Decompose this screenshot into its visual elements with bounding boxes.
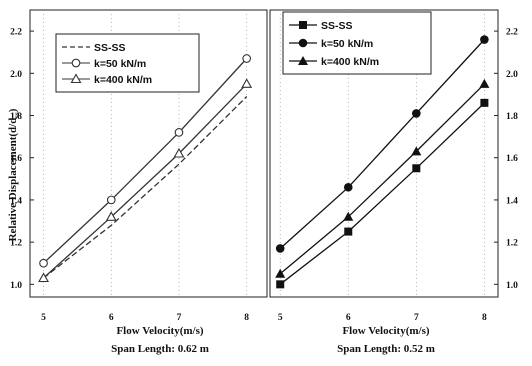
left-y-axis-title: Relative Displacement(d/dss)	[7, 108, 21, 241]
left-panel: 1.0 1.2 1.4 1.6 1.8 2.0 2.2 5 6 7 8 Relative Disp…	[7, 9, 268, 355]
right-panel: 1.0 1.2 1.4 1.6 1.8 2.0 2.2 5 6 7 8 Flow Velocity…	[269, 9, 518, 355]
left-x-axis-title: Flow Velocity(m/s)	[116, 325, 203, 337]
right-legend-marker-k50	[298, 38, 308, 48]
left-legend-label-k400: k=400 kN/m	[94, 74, 152, 86]
right-data-point-s1-p2	[412, 109, 421, 118]
left-data-point-s1-p2	[174, 128, 184, 137]
left-y-tick-label: 1.0	[10, 281, 22, 291]
left-x-tick-label: 5	[41, 313, 46, 323]
right-x-axis-title: Flow Velocity(m/s)	[342, 325, 429, 337]
right-y-ticks: 1.0 1.2 1.4 1.6 1.8 2.0 2.2	[494, 28, 518, 291]
right-data-point-s2-p0	[275, 268, 286, 278]
left-legend-marker-k50	[71, 58, 81, 68]
right-x-tick-label: 8	[482, 313, 487, 323]
left-y-tick-label: 1.2	[10, 239, 22, 249]
left-y-axis-title-main: Relative Displacement(d/d	[7, 118, 19, 242]
right-data-point-s0-p3	[480, 98, 489, 107]
right-legend-marker-k400	[298, 56, 308, 65]
left-x-tick-label: 8	[244, 313, 249, 323]
left-data-point-s2-p0	[38, 272, 49, 283]
left-data-point-s2-p1	[105, 211, 117, 221]
left-y-tick-label: 2.2	[10, 28, 22, 38]
left-legend-label-k50: k=50 kN/m	[94, 58, 146, 70]
right-data-point-s0-p1	[344, 227, 353, 236]
left-data-point-s1-p1	[106, 195, 116, 205]
left-y-tick-label: 1.4	[10, 196, 22, 206]
right-x-ticks: 5 6 7 8	[278, 313, 487, 323]
right-series-markers	[275, 35, 490, 289]
right-y-tick-label: 1.2	[506, 239, 518, 249]
left-y-ticks: 1.0 1.2 1.4 1.6 1.8 2.0 2.2	[10, 28, 34, 291]
right-x-tick-label: 7	[414, 313, 419, 323]
right-series-line-1	[279, 39, 485, 249]
right-y-tick-label: 2.0	[506, 70, 518, 80]
left-legend-label-ss-ss: SS-SS	[94, 42, 126, 54]
left-y-tick-label: 1.6	[10, 154, 22, 164]
left-x-ticks: 5 6 7 8	[41, 313, 249, 323]
right-span-label: Span Length: 0.52 m	[337, 343, 435, 355]
left-data-point-s1-p3	[242, 54, 252, 63]
left-series-line-1	[43, 58, 248, 264]
left-plot-frame	[29, 9, 268, 298]
left-span-label: Span Length: 0.62 m	[111, 343, 209, 355]
right-data-point-s2-p2	[411, 146, 422, 156]
right-legend: SS-SS k=50 kN/m k=400 kN/m	[282, 11, 432, 75]
right-legend-label-ss-ss: SS-SS	[321, 20, 353, 32]
right-legend-label-k50: k=50 kN/m	[321, 38, 373, 50]
left-series-lines	[43, 58, 248, 279]
left-data-point-s1-p0	[39, 258, 48, 268]
right-legend-marker-ss-ss	[299, 21, 307, 29]
right-data-point-s1-p0	[275, 244, 285, 253]
left-x-tick-label: 6	[109, 313, 114, 323]
right-x-tick-label: 6	[346, 313, 351, 323]
right-x-tick-label: 5	[278, 313, 283, 323]
left-y-tick-label: 1.8	[10, 112, 22, 122]
left-series-line-2	[43, 83, 248, 279]
left-legend-marker-k400	[70, 73, 82, 84]
left-legend: SS-SS k=50 kN/m k=400 kN/m	[55, 33, 200, 93]
right-y-tick-label: 1.0	[506, 281, 518, 291]
left-x-tick-label: 7	[177, 313, 182, 323]
right-data-point-s1-p1	[343, 182, 353, 192]
right-series-lines	[279, 39, 485, 285]
right-y-tick-label: 1.6	[506, 154, 518, 164]
right-data-point-s2-p3	[479, 78, 490, 88]
right-legend-label-k400: k=400 kN/m	[321, 56, 379, 68]
right-plot-frame	[269, 9, 499, 298]
right-data-point-s1-p3	[480, 35, 489, 44]
left-series-markers	[38, 54, 253, 283]
right-data-point-s2-p1	[343, 211, 354, 221]
right-y-tick-label: 2.2	[506, 28, 518, 38]
left-data-point-s2-p2	[173, 147, 185, 158]
right-y-tick-label: 1.8	[506, 112, 518, 122]
left-y-axis-title-suffix: )	[7, 108, 19, 112]
left-series-line-0	[43, 96, 248, 279]
right-series-line-2	[279, 83, 485, 275]
left-data-point-s2-p3	[241, 78, 253, 88]
left-y-axis-title-subscript: ss	[13, 112, 21, 118]
right-data-point-s0-p2	[412, 164, 421, 173]
right-y-tick-label: 1.4	[506, 196, 518, 206]
right-series-line-0	[279, 102, 485, 285]
right-data-point-s0-p0	[276, 280, 285, 289]
left-y-tick-label: 2.0	[10, 70, 22, 80]
